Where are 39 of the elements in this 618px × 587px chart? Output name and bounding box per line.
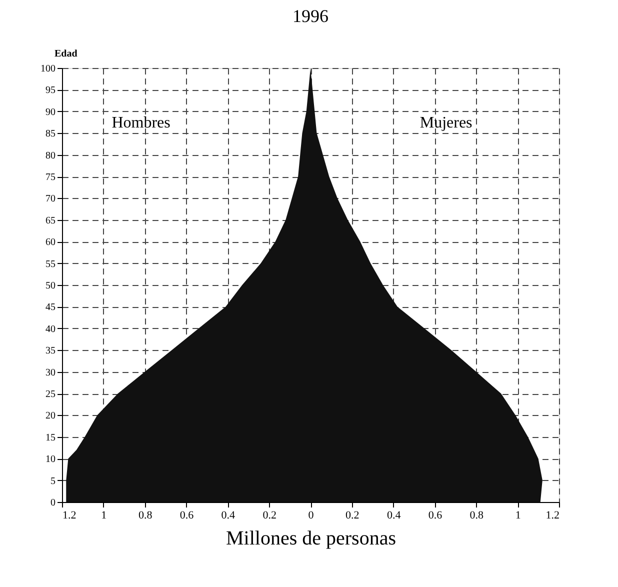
x-tick-label: 0 <box>308 510 314 522</box>
x-axis-title: Millones de personas <box>226 528 396 550</box>
x-tick-label: 0.2 <box>346 510 360 522</box>
y-tick-label: 95 <box>46 85 56 96</box>
x-tick-label: 0.8 <box>470 510 484 522</box>
chart-title: 1996 <box>292 6 328 26</box>
y-tick-label: 90 <box>46 106 56 118</box>
y-tick-label: 45 <box>46 302 56 314</box>
y-tick-label: 10 <box>46 454 56 466</box>
y-tick-label: 25 <box>46 389 56 400</box>
y-tick-label: 75 <box>46 172 56 183</box>
y-tick-label: 100 <box>40 64 56 74</box>
y-tick-label: 0 <box>50 498 56 508</box>
x-tick-label: 1.2 <box>546 510 560 522</box>
x-tick-label: 0.6 <box>428 510 443 522</box>
y-tick-label: 40 <box>46 324 56 335</box>
y-tick-label: 30 <box>46 367 56 378</box>
y-tick-label: 70 <box>46 194 56 205</box>
x-tick-label: 0.4 <box>221 510 236 522</box>
y-tick-label: 20 <box>46 410 56 422</box>
x-tick-label: 0.2 <box>262 510 276 522</box>
x-tick-label: 0.4 <box>386 510 402 522</box>
y-tick-label: 60 <box>46 237 56 248</box>
y-tick-label: 50 <box>46 280 56 292</box>
x-tick-label: 1.2 <box>62 510 76 522</box>
y-tick-label: 80 <box>46 150 56 162</box>
x-tick-label: 1 <box>515 510 521 522</box>
y-tick-label: 5 <box>50 476 56 487</box>
y-tick-label: 15 <box>46 432 56 444</box>
x-tick-label: 0.8 <box>138 510 153 522</box>
annotation: Mujeres <box>420 114 472 132</box>
annotation: Hombres <box>112 114 170 132</box>
y-tick-label: 65 <box>46 215 56 226</box>
x-tick-label: 1 <box>101 510 107 522</box>
y-tick-label: 55 <box>46 258 56 270</box>
y-tick-label: 85 <box>46 128 56 140</box>
y-axis-title: Edad <box>54 48 78 60</box>
x-tick-label: 0.6 <box>180 510 194 522</box>
y-tick-label: 35 <box>46 346 56 357</box>
